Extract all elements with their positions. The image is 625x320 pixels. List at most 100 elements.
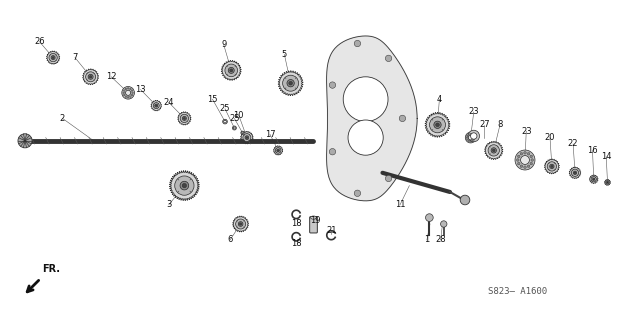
Circle shape (465, 132, 476, 143)
Text: 20: 20 (545, 133, 555, 142)
Circle shape (473, 135, 474, 136)
Circle shape (548, 162, 556, 171)
Polygon shape (241, 131, 253, 144)
Circle shape (520, 165, 522, 168)
Circle shape (131, 94, 132, 96)
Text: 24: 24 (164, 98, 174, 107)
Circle shape (550, 164, 554, 169)
Text: 7: 7 (72, 53, 78, 62)
Text: 14: 14 (601, 152, 611, 161)
Circle shape (524, 151, 526, 154)
Text: 18: 18 (291, 220, 302, 228)
Circle shape (528, 152, 530, 155)
Circle shape (491, 148, 496, 153)
Text: S823– A1600: S823– A1600 (488, 287, 547, 296)
Polygon shape (569, 167, 581, 179)
Text: 21: 21 (326, 226, 336, 235)
Circle shape (471, 133, 477, 139)
Text: 22: 22 (568, 140, 578, 148)
Circle shape (531, 159, 534, 161)
Text: 26: 26 (34, 37, 45, 46)
Circle shape (246, 137, 248, 139)
Polygon shape (589, 175, 598, 184)
Text: 3: 3 (166, 200, 171, 209)
Circle shape (593, 179, 594, 180)
Text: 25: 25 (220, 104, 230, 113)
Circle shape (518, 162, 520, 165)
Text: 27: 27 (479, 120, 490, 129)
Circle shape (129, 88, 131, 90)
Text: 17: 17 (265, 130, 275, 139)
Circle shape (233, 127, 236, 129)
Ellipse shape (311, 216, 316, 219)
Circle shape (241, 131, 244, 134)
Circle shape (126, 90, 131, 95)
Circle shape (472, 140, 473, 142)
Text: 12: 12 (106, 72, 116, 81)
Polygon shape (278, 71, 303, 96)
Circle shape (124, 90, 125, 92)
Circle shape (86, 72, 96, 82)
Circle shape (571, 169, 579, 176)
Polygon shape (604, 180, 611, 185)
Circle shape (238, 222, 243, 226)
Circle shape (52, 57, 54, 59)
Circle shape (122, 86, 134, 99)
Circle shape (492, 149, 495, 152)
Circle shape (530, 155, 532, 158)
Circle shape (180, 114, 189, 123)
Text: 28: 28 (435, 236, 446, 244)
Text: 16: 16 (588, 146, 598, 155)
Circle shape (224, 120, 226, 123)
Circle shape (472, 133, 473, 135)
Polygon shape (484, 141, 503, 160)
Circle shape (239, 223, 242, 225)
Circle shape (521, 156, 529, 164)
Text: 6: 6 (228, 236, 232, 244)
Circle shape (551, 165, 553, 167)
Text: 25: 25 (229, 114, 239, 123)
Polygon shape (327, 36, 417, 201)
Circle shape (470, 133, 471, 134)
Circle shape (123, 92, 124, 93)
Circle shape (573, 171, 577, 174)
Circle shape (466, 137, 468, 138)
Circle shape (278, 150, 279, 151)
Circle shape (488, 145, 499, 156)
Circle shape (386, 175, 392, 182)
Circle shape (426, 214, 433, 221)
Text: 19: 19 (311, 216, 321, 225)
FancyBboxPatch shape (309, 217, 318, 233)
Circle shape (348, 120, 383, 155)
Circle shape (574, 172, 576, 174)
Circle shape (127, 96, 129, 98)
Circle shape (429, 117, 446, 133)
Circle shape (468, 133, 469, 135)
Circle shape (287, 80, 294, 87)
Circle shape (18, 134, 32, 148)
Circle shape (520, 152, 522, 155)
Circle shape (516, 159, 519, 161)
Circle shape (131, 90, 132, 92)
Circle shape (125, 88, 127, 90)
Polygon shape (46, 51, 60, 64)
Text: 2: 2 (60, 114, 65, 123)
Circle shape (124, 94, 125, 96)
Circle shape (89, 76, 92, 78)
Text: 8: 8 (498, 120, 502, 129)
Circle shape (183, 117, 186, 119)
Polygon shape (425, 112, 450, 137)
Polygon shape (177, 112, 191, 125)
Circle shape (607, 182, 608, 183)
Circle shape (354, 190, 361, 196)
Polygon shape (221, 60, 241, 80)
Circle shape (245, 136, 249, 140)
Circle shape (473, 139, 474, 140)
Circle shape (125, 96, 127, 98)
Text: 11: 11 (395, 200, 405, 209)
Circle shape (236, 219, 246, 229)
Circle shape (282, 75, 299, 91)
Circle shape (399, 115, 406, 122)
Circle shape (329, 82, 336, 88)
Circle shape (222, 119, 228, 124)
